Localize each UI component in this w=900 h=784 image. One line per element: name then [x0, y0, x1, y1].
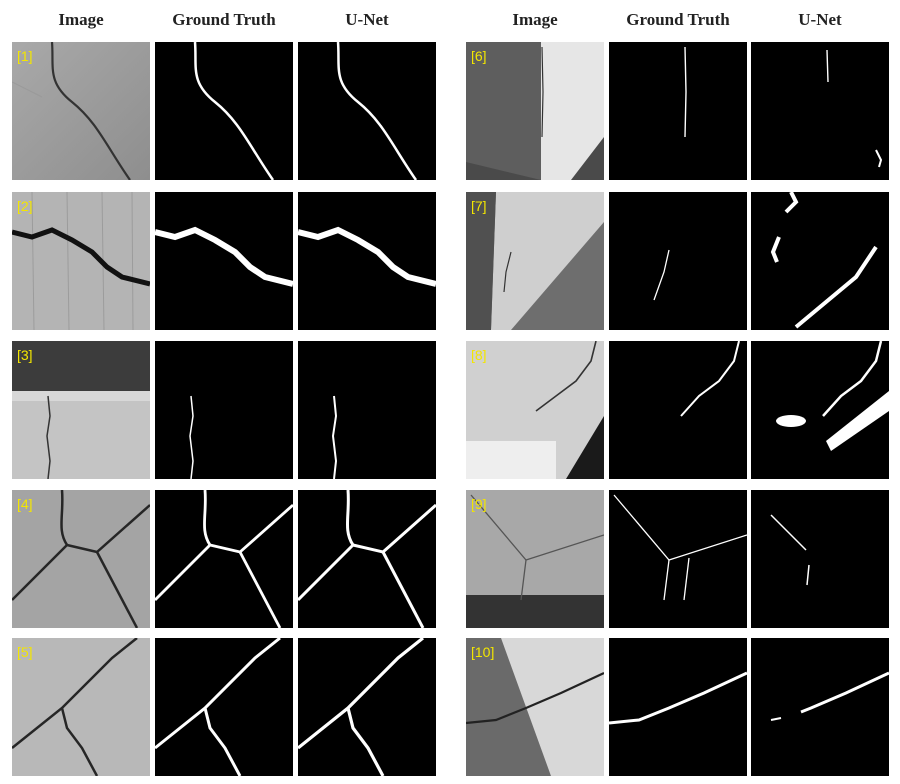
unet-prediction-9 — [751, 490, 889, 628]
sample-label: [7] — [471, 198, 487, 214]
ground-truth-7 — [609, 192, 747, 330]
header-unet-left: U-Net — [345, 10, 389, 29]
sample-label: [4] — [17, 496, 33, 512]
photo-5: [5] — [12, 638, 150, 776]
photo-9: [9] — [466, 490, 604, 628]
sample-label: [2] — [17, 198, 33, 214]
unet-prediction-2 — [298, 192, 436, 330]
header-ground-truth-right: Ground Truth — [626, 10, 730, 29]
unet-prediction-6 — [751, 42, 889, 180]
photo-8: [8] — [466, 341, 604, 479]
sample-label: [6] — [471, 48, 487, 64]
sample-label: [5] — [17, 644, 33, 660]
sample-label: [8] — [471, 347, 487, 363]
photo-1: [1] — [12, 42, 150, 180]
header-ground-truth-left: Ground Truth — [172, 10, 276, 29]
ground-truth-3 — [155, 341, 293, 479]
unet-prediction-8 — [751, 341, 889, 479]
photo-6: [6] — [466, 42, 604, 180]
unet-prediction-3 — [298, 341, 436, 479]
sample-label: [3] — [17, 347, 33, 363]
unet-prediction-10 — [751, 638, 889, 776]
ground-truth-2 — [155, 192, 293, 330]
ground-truth-10 — [609, 638, 747, 776]
header-unet-right: U-Net — [798, 10, 842, 29]
photo-10: [10] — [466, 638, 604, 776]
photo-3: [3] — [12, 341, 150, 479]
sample-label: [10] — [471, 644, 495, 660]
sample-label: [9] — [471, 496, 487, 512]
ground-truth-4 — [155, 490, 293, 628]
ground-truth-6 — [609, 42, 747, 180]
sample-label: [1] — [17, 48, 33, 64]
header-image-left: Image — [58, 10, 104, 29]
ground-truth-1 — [155, 42, 293, 180]
header-image-right: Image — [512, 10, 558, 29]
unet-prediction-4 — [298, 490, 436, 628]
unet-prediction-7 — [751, 192, 889, 330]
photo-4: [4] — [12, 490, 150, 628]
photo-7: [7] — [466, 192, 604, 330]
ground-truth-5 — [155, 638, 293, 776]
unet-prediction-1 — [298, 42, 436, 180]
photo-2: [2] — [12, 192, 150, 330]
crack-photo-1 — [12, 42, 150, 180]
ground-truth-8 — [609, 341, 747, 479]
unet-prediction-5 — [298, 638, 436, 776]
ground-truth-9 — [609, 490, 747, 628]
